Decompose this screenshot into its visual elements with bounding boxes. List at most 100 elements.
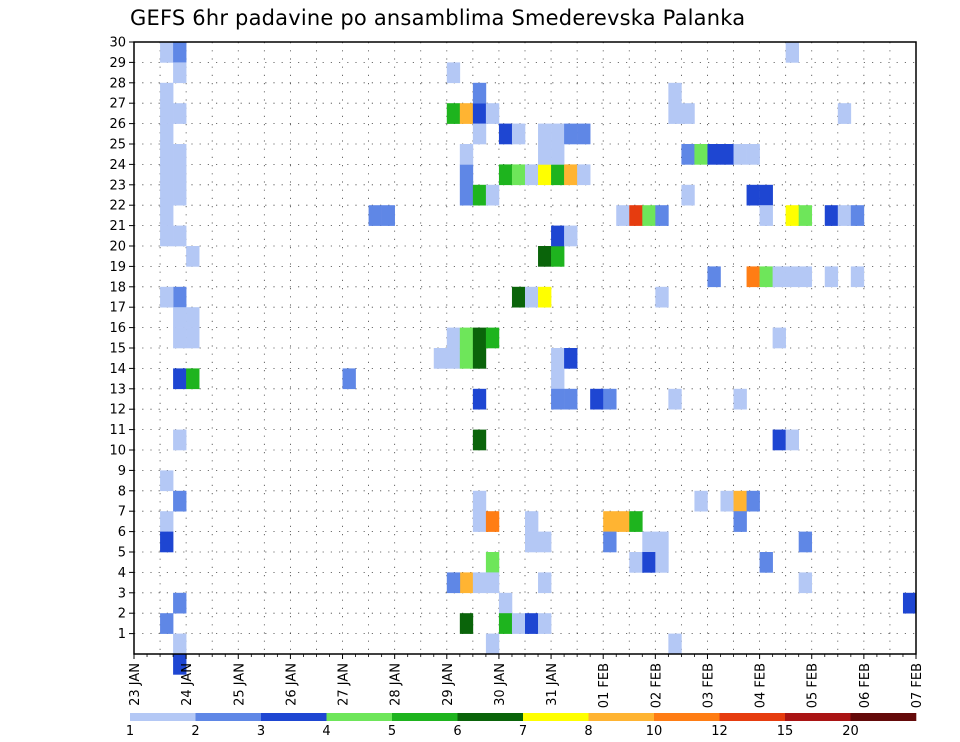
heatmap-cell (186, 368, 200, 390)
heatmap-cell (173, 327, 187, 349)
heatmap-cell (733, 388, 747, 410)
heatmap-cell (525, 531, 539, 553)
heatmap-cell (160, 123, 174, 145)
heatmap-cell (707, 266, 721, 288)
heatmap-cell (603, 531, 617, 553)
colorbar-segment (326, 713, 393, 721)
heatmap-cell (498, 592, 513, 614)
heatmap-cell (160, 470, 174, 492)
y-tick-label: 22 (109, 199, 126, 214)
heatmap-cell (694, 144, 708, 165)
heatmap-cell (538, 572, 552, 594)
heatmap-cell (173, 490, 187, 512)
heatmap-cell (472, 511, 487, 532)
heatmap-cell (459, 327, 474, 349)
heatmap-cell (655, 552, 669, 573)
x-tick-label: 27 JAN (337, 663, 352, 706)
heatmap-cell (459, 613, 474, 634)
heatmap-cell (798, 531, 813, 553)
heatmap-cell (759, 184, 773, 206)
colorbar-label: 15 (777, 724, 794, 739)
heatmap-cell (186, 246, 200, 267)
colorbar-label: 3 (257, 724, 265, 739)
colorbar-segment (261, 713, 327, 721)
y-tick-label: 24 (109, 158, 126, 173)
heatmap-cell (642, 552, 656, 573)
heatmap-cell (498, 123, 513, 145)
heatmap-cell (446, 348, 461, 369)
y-tick-label: 15 (109, 342, 126, 357)
heatmap-cell (472, 490, 487, 512)
heatmap-cell (173, 42, 187, 63)
y-axis: 1234567891011121314151617181920212223242… (109, 36, 134, 642)
y-tick-label: 16 (109, 321, 126, 336)
x-tick-label: 07 FEB (910, 663, 925, 708)
heatmap-cell (603, 511, 617, 532)
chart-title: GEFS 6hr padavine po ansamblima Smederev… (130, 6, 746, 30)
heatmap-cell (498, 164, 513, 186)
heatmap-cell (186, 327, 200, 349)
x-tick-label: 25 JAN (232, 663, 247, 706)
heatmap-cell (160, 286, 174, 308)
heatmap-cell (681, 144, 695, 165)
x-tick-label: 24 JAN (180, 663, 195, 706)
heatmap-cell (746, 144, 760, 165)
heatmap-cell (850, 205, 865, 226)
colorbar-segment (523, 713, 589, 721)
x-tick-label: 26 JAN (284, 663, 299, 706)
x-tick-label: 31 JAN (545, 663, 560, 706)
colorbar-segment (785, 713, 851, 721)
heatmap-cell (785, 42, 799, 63)
heatmap-cell (629, 511, 643, 532)
heatmap-cell (785, 266, 799, 288)
heatmap-cell (616, 511, 630, 532)
heatmap-cell (772, 429, 786, 451)
y-tick-label: 4 (118, 566, 126, 581)
y-tick-label: 6 (118, 525, 126, 540)
heatmap-cell (446, 327, 461, 349)
heatmap-cell (850, 266, 865, 288)
heatmap-cell (733, 490, 747, 512)
heatmap-cell (173, 307, 187, 328)
x-tick-label: 04 FEB (754, 663, 769, 708)
heatmap-cell (173, 164, 187, 186)
heatmap-cell (538, 246, 552, 267)
heatmap-cell (485, 552, 500, 573)
heatmap-cell (538, 613, 552, 634)
heatmap-cell (342, 368, 356, 390)
heatmap-cell (485, 327, 500, 349)
y-tick-label: 11 (109, 423, 126, 438)
heatmap-cell (459, 348, 474, 369)
heatmap-cell (759, 552, 773, 573)
heatmap-cell (551, 388, 565, 410)
y-tick-label: 30 (109, 36, 126, 51)
heatmap-cell (694, 490, 708, 512)
colorbar-segment (130, 713, 196, 721)
heatmap-cell (538, 164, 552, 186)
heatmap-cell (160, 205, 174, 226)
colorbar-segment (195, 713, 262, 721)
x-tick-label: 06 FEB (858, 663, 873, 708)
heatmap-cell (160, 531, 174, 553)
heatmap-cell (551, 164, 565, 186)
heatmap-cell (173, 429, 187, 451)
heatmap-cell (511, 164, 526, 186)
heatmap-cell (446, 572, 461, 594)
x-tick-label: 30 JAN (493, 663, 508, 706)
heatmap-cell (551, 144, 565, 165)
y-tick-label: 23 (109, 178, 126, 193)
heatmap-cell (160, 82, 174, 104)
heatmap-cell (629, 552, 643, 573)
heatmap-cell (707, 144, 721, 165)
heatmap-cell (681, 103, 695, 124)
heatmap-cell (160, 144, 174, 165)
heatmap-cell (824, 266, 839, 288)
heatmap-cell (173, 103, 187, 124)
heatmap-cell (551, 123, 565, 145)
heatmap-cell (485, 511, 500, 532)
heatmap-cell (668, 633, 682, 655)
colorbar-segment (850, 713, 917, 721)
y-tick-label: 14 (109, 362, 126, 377)
heatmap-cell (525, 511, 539, 532)
heatmap-cell (511, 613, 526, 634)
